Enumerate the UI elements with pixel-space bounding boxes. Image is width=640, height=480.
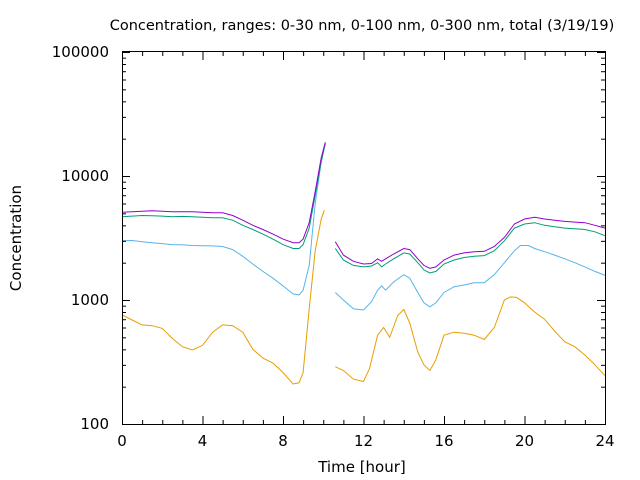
series-3-line-segment-0 [121,142,326,244]
y-axis-label: Concentration [7,185,25,291]
x-tick-label: 8 [278,432,288,450]
y-tick-label: 1000 [71,291,109,309]
x-axis-label: Time [hour] [317,458,406,476]
x-tick-label: 20 [515,432,534,450]
plot-frame [122,51,606,425]
axis-ticks: 0 4 8 12 16 20 24 100 1000 10000 100000 [52,43,615,450]
chart-title: Concentration, ranges: 0-30 nm, 0-100 nm… [110,18,615,34]
plot-lines [121,142,606,385]
x-tick-label: 12 [354,432,373,450]
series-1-line-segment-0 [121,142,326,296]
x-tick-label: 4 [198,432,208,450]
x-tick-label: 16 [434,432,453,450]
x-tick-label: 0 [117,432,127,450]
series-2-line-segment-0 [121,143,326,249]
y-tick-label: 100000 [52,43,109,61]
y-tick-label: 10000 [61,167,109,185]
series-0-line-segment-0 [121,210,325,385]
series-0-line-segment-1 [335,296,606,383]
series-1-line-segment-1 [334,245,606,311]
series-2-line-segment-1 [334,222,606,274]
x-tick-label: 24 [595,432,614,450]
series-3-line-segment-1 [334,216,606,269]
y-tick-label: 100 [80,415,109,433]
